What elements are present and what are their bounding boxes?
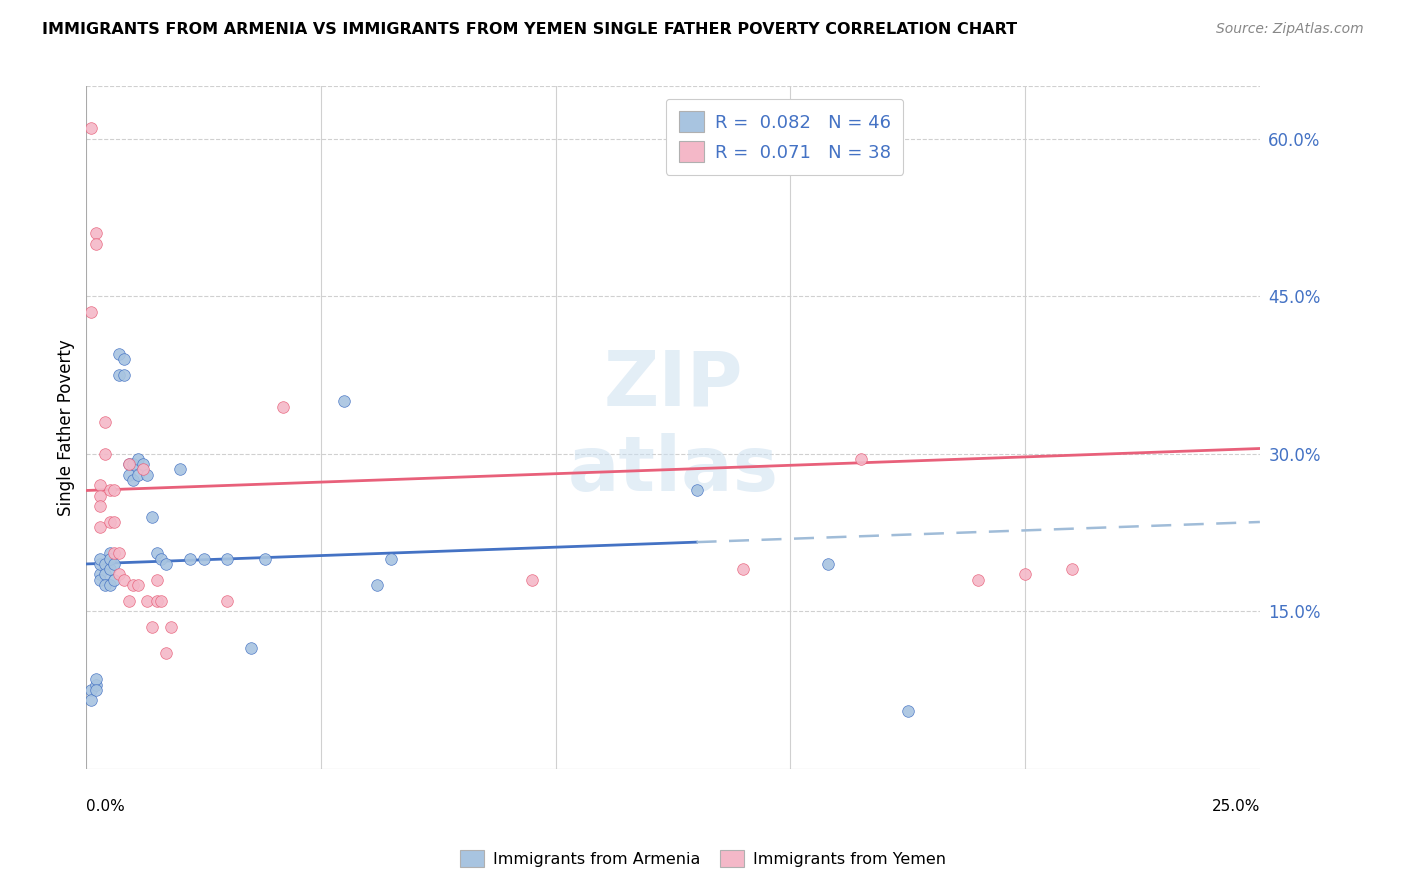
Text: 25.0%: 25.0% <box>1212 799 1260 814</box>
Point <box>80 305 103 319</box>
Point <box>136 593 159 607</box>
Point <box>98 515 121 529</box>
Point <box>1062 562 1084 576</box>
Text: ZIP
atlas: ZIP atlas <box>568 348 779 508</box>
Point <box>84 678 107 692</box>
Point <box>84 682 107 697</box>
Point <box>84 236 107 251</box>
Point <box>89 489 111 503</box>
Point <box>108 567 131 582</box>
Text: IMMIGRANTS FROM ARMENIA VS IMMIGRANTS FROM YEMEN SINGLE FATHER POVERTY CORRELATI: IMMIGRANTS FROM ARMENIA VS IMMIGRANTS FR… <box>42 22 1018 37</box>
Y-axis label: Single Father Poverty: Single Father Poverty <box>58 339 75 516</box>
Legend: Immigrants from Armenia, Immigrants from Yemen: Immigrants from Armenia, Immigrants from… <box>453 844 953 873</box>
Point <box>117 467 139 482</box>
Point <box>122 473 145 487</box>
Point <box>103 483 125 498</box>
Point <box>155 646 177 660</box>
Point <box>94 447 117 461</box>
Point <box>179 551 201 566</box>
Point <box>80 693 103 707</box>
Point <box>98 551 121 566</box>
Point <box>127 467 149 482</box>
Point <box>817 557 839 571</box>
Point <box>117 457 139 471</box>
Point <box>112 352 135 367</box>
Point <box>136 467 159 482</box>
Point <box>103 573 125 587</box>
Point <box>98 483 121 498</box>
Point <box>333 394 356 409</box>
Point <box>217 551 239 566</box>
Point <box>122 457 145 471</box>
Point <box>150 551 173 566</box>
Point <box>145 573 167 587</box>
Point <box>112 573 135 587</box>
Point <box>98 546 121 560</box>
Point <box>84 673 107 687</box>
Point <box>849 452 872 467</box>
Point <box>127 578 149 592</box>
Point <box>122 578 145 592</box>
Point <box>366 578 388 592</box>
Point <box>103 515 125 529</box>
Point <box>273 400 295 414</box>
Point <box>94 578 117 592</box>
Point <box>98 578 121 592</box>
Point <box>1014 567 1036 582</box>
Point <box>127 452 149 467</box>
Point <box>253 551 276 566</box>
Point <box>89 567 111 582</box>
Legend: R =  0.082   N = 46, R =  0.071   N = 38: R = 0.082 N = 46, R = 0.071 N = 38 <box>666 99 903 175</box>
Point <box>80 682 103 697</box>
Text: Source: ZipAtlas.com: Source: ZipAtlas.com <box>1216 22 1364 37</box>
Point <box>141 509 163 524</box>
Point <box>193 551 215 566</box>
Point <box>141 620 163 634</box>
Point <box>89 478 111 492</box>
Point <box>108 546 131 560</box>
Point <box>117 457 139 471</box>
Point <box>108 347 131 361</box>
Point <box>522 573 544 587</box>
Point <box>89 551 111 566</box>
Point <box>108 368 131 382</box>
Point <box>103 546 125 560</box>
Point <box>685 483 707 498</box>
Point <box>159 620 181 634</box>
Point <box>103 557 125 571</box>
Point <box>380 551 402 566</box>
Point <box>94 567 117 582</box>
Point <box>89 520 111 534</box>
Point <box>145 546 167 560</box>
Point <box>94 557 117 571</box>
Point <box>89 557 111 571</box>
Point <box>145 593 167 607</box>
Point <box>112 368 135 382</box>
Point <box>169 462 191 476</box>
Point <box>155 557 177 571</box>
Point <box>117 593 139 607</box>
Point <box>80 121 103 136</box>
Point <box>217 593 239 607</box>
Point <box>131 457 153 471</box>
Point <box>131 462 153 476</box>
Point <box>150 593 173 607</box>
Point <box>897 704 920 718</box>
Point <box>733 562 755 576</box>
Point <box>89 573 111 587</box>
Text: 0.0%: 0.0% <box>86 799 125 814</box>
Point <box>89 500 111 514</box>
Point <box>84 227 107 241</box>
Point <box>239 640 262 655</box>
Point <box>94 415 117 429</box>
Point <box>98 562 121 576</box>
Point <box>967 573 990 587</box>
